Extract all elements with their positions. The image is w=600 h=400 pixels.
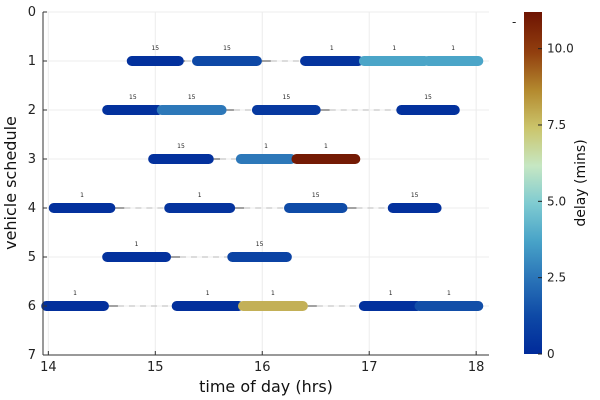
bar-label: 15 <box>129 94 137 101</box>
y-tick-label: 6 <box>28 299 36 314</box>
x-tick-label: 16 <box>254 360 271 375</box>
bar-label: 1 <box>389 290 393 297</box>
y-tick-label: 7 <box>28 348 36 363</box>
bar-label: 1 <box>447 290 451 297</box>
schedule-bars: 15 15 1 1 1 15 15 15 15 15 1 1 1 1 15 15 1 15 1 1 1 1 1 <box>41 45 484 311</box>
y-tick-label: 4 <box>28 201 36 216</box>
bar-label: 15 <box>177 143 185 150</box>
bar-label: 15 <box>312 192 320 199</box>
y-tick-label: 3 <box>28 152 36 167</box>
bar-label: 1 <box>135 241 139 248</box>
x-tick-label: 14 <box>40 360 57 375</box>
colorbar-top-marker: - <box>512 15 516 29</box>
bar-label: 1 <box>330 45 334 52</box>
plot-background <box>43 12 489 355</box>
y-tick-label: 5 <box>28 250 36 265</box>
bar-label: 1 <box>206 290 210 297</box>
x-tick-label: 15 <box>147 360 164 375</box>
x-tick-label: 18 <box>468 360 485 375</box>
bar-label: 1 <box>392 45 396 52</box>
y-axis-title: vehicle schedule <box>1 116 20 250</box>
y-tick-label: 0 <box>28 5 36 20</box>
x-tick-label: 17 <box>361 360 378 375</box>
colorbar-tick-label: 0 <box>547 347 555 361</box>
bar-label: 15 <box>411 192 419 199</box>
colorbar-tick-label: 7.5 <box>547 118 566 132</box>
bar-label: 15 <box>223 45 231 52</box>
bar-label: 15 <box>188 94 196 101</box>
bar-label: 15 <box>151 45 159 52</box>
bar-label: 15 <box>283 94 291 101</box>
axes: 14 15 16 17 18 0 1 2 3 4 5 6 7 <box>28 5 489 375</box>
colorbar-tick-label: 2.5 <box>547 271 566 285</box>
bar-label: 1 <box>264 143 268 150</box>
bar-label: 1 <box>271 290 275 297</box>
bar-label: 1 <box>451 45 455 52</box>
bar-label: 15 <box>256 241 264 248</box>
colorbar-tick-label: 5.0 <box>547 194 566 208</box>
bar-label: 1 <box>73 290 77 297</box>
y-tick-label: 2 <box>28 103 36 118</box>
colorbar-gradient <box>524 12 542 354</box>
y-tick-label: 1 <box>28 54 36 69</box>
colorbar-title: delay (mins) <box>573 139 589 226</box>
x-axis-title: time of day (hrs) <box>199 377 333 396</box>
bar-label: 1 <box>324 143 328 150</box>
bar-label: 1 <box>198 192 202 199</box>
colorbar: - 0 2.5 5.0 7.5 10.0 <box>512 12 574 361</box>
bar-label: 1 <box>80 192 84 199</box>
plot-area <box>43 12 489 355</box>
colorbar-tick-label: 10.0 <box>547 42 574 56</box>
bar-label: 15 <box>424 94 432 101</box>
